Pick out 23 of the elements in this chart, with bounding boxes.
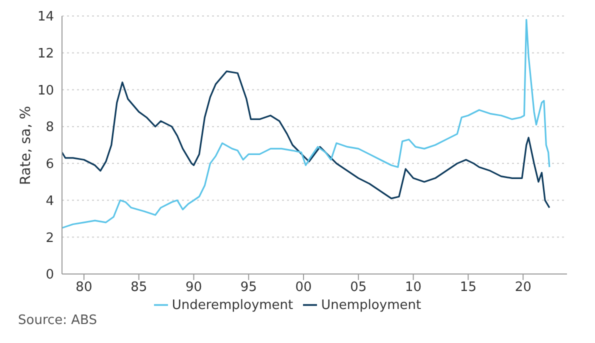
legend-label: Unemployment <box>321 298 422 313</box>
y-tick-label: 8 <box>46 120 54 136</box>
line-series <box>62 18 550 229</box>
line-series <box>62 70 550 208</box>
source-note: Source: ABS <box>18 313 98 328</box>
x-tick-label: 00 <box>295 280 312 296</box>
x-tick-label: 10 <box>405 280 422 296</box>
y-tick-label: 12 <box>37 46 54 62</box>
y-tick-label: 10 <box>37 83 54 98</box>
y-tick-label: 14 <box>37 10 54 25</box>
y-tick-label: 2 <box>46 230 54 246</box>
y-tick-label: 4 <box>46 194 54 209</box>
y-tick-label: 6 <box>46 157 54 172</box>
x-tick-label: 05 <box>350 280 367 296</box>
x-tick-label: 90 <box>185 280 202 296</box>
y-axis-title: Rate, sa, % <box>18 106 34 185</box>
x-tick-label: 85 <box>130 280 148 296</box>
x-tick-label: 20 <box>514 280 532 296</box>
legend-label: Underemployment <box>172 298 294 313</box>
x-tick-label: 95 <box>240 280 257 296</box>
y-tick-label: 0 <box>46 268 54 283</box>
x-tick-label: 15 <box>460 280 476 296</box>
x-tick-label: 80 <box>76 280 92 296</box>
